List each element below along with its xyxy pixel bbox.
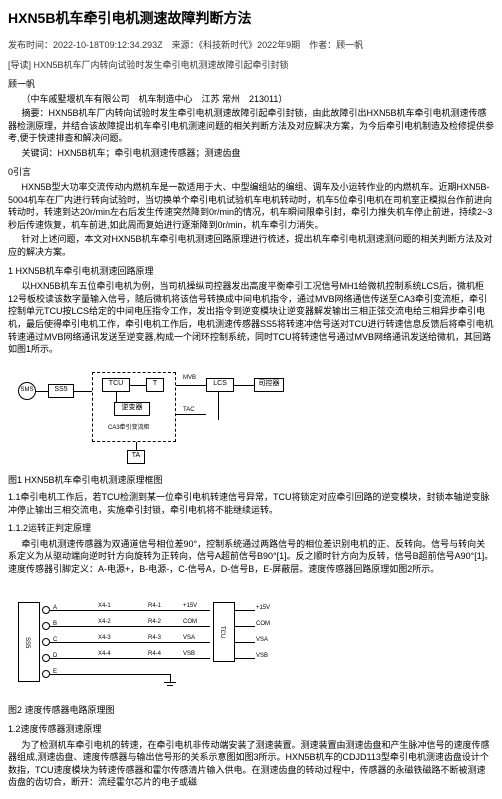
lbl-x42: X4-2 [98, 618, 111, 627]
node-tbox: T [146, 378, 164, 392]
lbl-d: D [53, 652, 57, 661]
affiliation: （中车戚墅堰机车有限公司 机车制造中心 江苏 常州 213011） [8, 93, 494, 106]
lbl-a: A [53, 604, 57, 613]
label-ss5-2: SS5 [22, 637, 31, 648]
lbl-r44: R4-4 [148, 650, 161, 659]
section-0-p2: 针对上述问题，本文对HXN5B机车牵引电机测速回路原理进行梳述，提出机车牵引电机… [8, 233, 494, 258]
lbl-r43: R4-3 [148, 634, 161, 643]
node-tcu: TCU [102, 378, 130, 392]
section-0-title: 0引言 [8, 166, 494, 180]
diagram-1: SMS SS5 CA3牵引变流柜 TCU T 逆变器 MVB LCS 司控器 T… [18, 362, 298, 472]
keywords: 关键词：HXN5B机车；牵引电机测速传感器；测速齿盘 [8, 147, 494, 160]
term-d [42, 654, 50, 662]
lbl-x41: X4-1 [98, 602, 111, 611]
section-1-2-title: 1.2速度传感器测速原理 [8, 723, 494, 737]
section-1-p1: 以HXN5B机车五位牵引电机为例，当司机操纵司控器发出高度平衡牵引工况信号MH1… [8, 280, 494, 356]
node-lcs: LCS [206, 378, 234, 392]
lbl-x44: X4-4 [98, 650, 111, 659]
lbl-vsb: VSB [183, 650, 195, 659]
node-sikong: 司控器 [254, 378, 284, 392]
node-inverter: 逆变器 [114, 402, 150, 416]
author-line: 顾一帆 [8, 78, 494, 91]
node-sms: SMS [18, 382, 36, 400]
label-tcu-2: TCU [217, 626, 226, 638]
lbl-r-com: COM [256, 620, 270, 629]
page-title: HXN5B机车牵引电机测速故障判断方法 [8, 8, 494, 29]
lbl-c: C [53, 636, 57, 645]
lbl-r41: R4-1 [148, 602, 161, 611]
lbl-r42: R4-2 [148, 618, 161, 627]
meta-line-1: 发布时间：2022-10-18T09:12:34.293Z 来源：《科技新时代》… [8, 39, 494, 53]
section-1-1-2-p1: 牵引电机测速传感器为双通道信号相位差90°，控制系统通过两路信号的相位差识别电机… [8, 538, 494, 576]
section-1-1-title: 1.1牵引电机工作后，若TCU检测到某一位牵引电机转速信号异常，TCU将锁定对应… [8, 491, 494, 516]
lbl-p15v: +15V [183, 602, 197, 611]
section-1-1-2-title: 1.1.2运转正判定原理 [8, 522, 494, 536]
abstract: 摘要：HXN5B机车厂内转向试验时发生牵引电机测速故障引起牵引封锁，由此故障引出… [8, 107, 494, 145]
lbl-vsa: VSA [183, 634, 195, 643]
node-ta: TA [127, 450, 145, 464]
lbl-r-vsb2: VSB [256, 652, 268, 661]
section-1-2-p1: 为了检测机车牵引电机的转速，在牵引电机非传动端安装了测速装置。测速装置由测速齿盘… [8, 739, 494, 789]
caption-1: 图1 HXN5B机车牵引电机测速原理框图 [8, 474, 494, 488]
term-c [42, 638, 50, 646]
label-mvb: MVB [183, 374, 196, 383]
lbl-r-vsa: +15V [256, 604, 270, 613]
lbl-com1: COM [183, 618, 197, 627]
caption-2: 图2 速度传感器电路原理图 [8, 704, 494, 718]
node-ss5: SS5 [48, 384, 74, 398]
lbl-r-vsa2: VSA [256, 636, 268, 645]
diagram-2: SS5 A B C D E X4-1 X4-2 X4-3 X4-4 R4-1 R… [18, 582, 278, 702]
term-a [42, 606, 50, 614]
label-ca3: CA3牵引变流柜 [108, 424, 150, 433]
section-1-title: 1 HXN5B机车牵引电机测速回路原理 [8, 265, 494, 279]
lbl-x43: X4-3 [98, 634, 111, 643]
meta-line-2: [导读] HXN5B机车厂内转向试验时发生牵引电机测速故障引起牵引封锁 [8, 59, 494, 73]
section-0-p1: HXN5B型大功率交流传动内燃机车是一款适用于大、中型编组站的编组、调车及小运转… [8, 181, 494, 231]
term-e [42, 670, 50, 678]
lbl-b: B [53, 620, 57, 629]
lbl-e: E [53, 668, 57, 677]
term-b [42, 622, 50, 630]
